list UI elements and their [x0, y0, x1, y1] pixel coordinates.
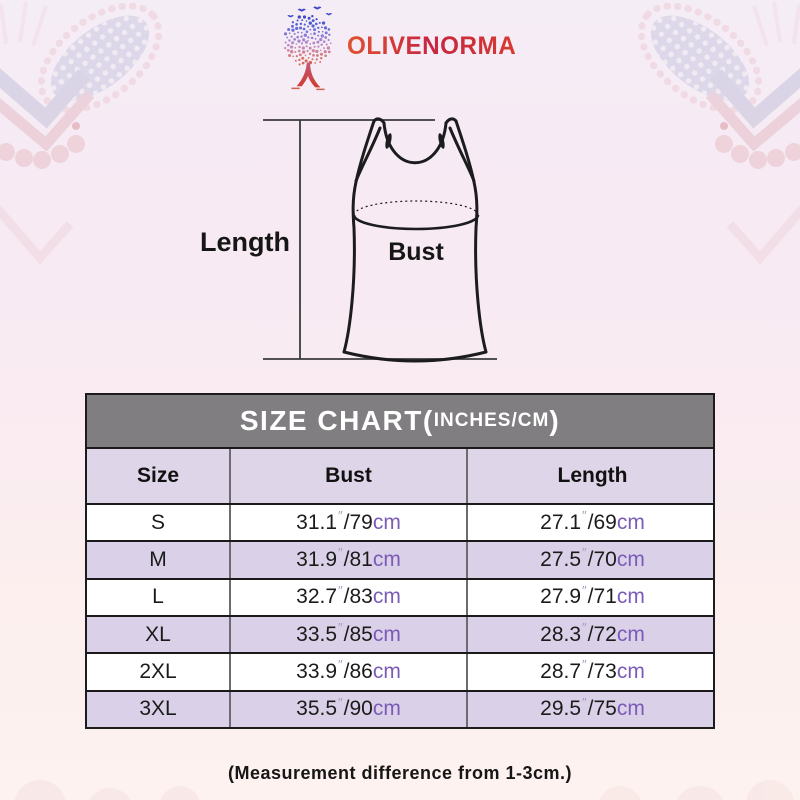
measurement-text: 35.5 — [296, 697, 338, 721]
table-row: L 32.7 ″/83 cm 27.9 ″/71 cm — [87, 577, 713, 615]
measurement-text: cm — [372, 697, 401, 721]
brand-logo: OLIVENORMA — [0, 6, 800, 92]
measurement-text: ″ — [338, 508, 343, 524]
measurement-text: 29.5 — [540, 697, 582, 721]
measurement-text: cm — [616, 622, 645, 646]
measurement-text: /70 — [587, 547, 617, 571]
size-chart-title: SIZE CHART( INCHES/CM ) — [87, 395, 713, 447]
table-row: M 31.9 ″/81 cm 27.5 ″/70 cm — [87, 540, 713, 578]
measurement-text: ″ — [582, 545, 587, 561]
measurement-text: cm — [372, 547, 401, 571]
title-main: SIZE CHART( — [239, 405, 434, 436]
measurement-text: 31.1 — [296, 510, 338, 534]
length-cell: 27.1 ″/69 cm — [468, 505, 717, 540]
measurement-text: /72 — [587, 622, 617, 646]
measurement-note: (Measurement difference from 1-3cm.) — [227, 763, 573, 783]
measurement-text: /81 — [343, 547, 373, 571]
measurement-text: 27.5 — [540, 547, 582, 571]
table-header-row: Size Bust Length — [87, 447, 713, 503]
measurement-text: 27.1 — [540, 510, 582, 534]
length-cell: 27.5 ″/70 cm — [468, 542, 717, 577]
measurement-text: cm — [616, 697, 645, 721]
size-chart-table: SIZE CHART( INCHES/CM ) Size Bust Length… — [85, 393, 715, 729]
bust-cell: 31.9 ″/81 cm — [231, 542, 468, 578]
measurement-text: ″ — [582, 694, 587, 710]
measurement-text: ″ — [582, 582, 587, 598]
length-cell: 29.5 ″/75 cm — [468, 692, 717, 727]
measurement-text: 27.9 — [540, 585, 582, 609]
bust-cell: 33.5 ″/85 cm — [231, 616, 468, 653]
measurement-text: /83 — [343, 585, 373, 609]
size-cell: XL — [87, 616, 231, 653]
measurement-text: cm — [616, 585, 645, 609]
size-cell: 3XL — [87, 691, 231, 727]
bust-cell: 32.7 ″/83 cm — [231, 579, 468, 615]
column-header-bust: Bust — [231, 449, 468, 503]
table-row: 2XL 33.9 ″/86 cm 28.7 ″/73 cm — [87, 652, 713, 690]
measurement-text: cm — [616, 659, 645, 683]
measurement-text: 31.9 — [296, 547, 338, 571]
table-row: S 31.1 ″/79 cm 27.1 ″/69 cm — [87, 503, 713, 541]
measurement-text: ″ — [582, 657, 587, 673]
garment-diagram — [263, 117, 497, 363]
measurement-text: 32.7 — [296, 585, 338, 609]
table-row: XL 33.5 ″/85 cm 28.3 ″/72 cm — [87, 614, 713, 653]
measurement-text: ″ — [582, 620, 587, 636]
size-cell: S — [87, 505, 231, 541]
length-cell: 27.9 ″/71 cm — [468, 580, 717, 615]
measurement-text: cm — [372, 659, 401, 683]
title-unit: INCHES/CM — [433, 410, 550, 431]
measurement-text: cm — [616, 510, 645, 534]
measurement-text: ″ — [338, 620, 343, 636]
measurement-text: /86 — [343, 659, 373, 683]
bust-cell: 33.9 ″/86 cm — [231, 654, 468, 690]
measurement-text: cm — [372, 510, 401, 534]
size-cell: M — [87, 542, 231, 578]
brand-name: OLIVENORMA — [346, 32, 516, 60]
measurement-text: /71 — [587, 585, 617, 609]
measurement-text: /69 — [587, 510, 617, 534]
measurement-text: 28.7 — [540, 659, 582, 683]
measurement-text: cm — [372, 622, 401, 646]
length-measure-label: Length — [200, 227, 290, 257]
bust-measure-label: Bust — [388, 238, 444, 266]
measurement-text: ″ — [338, 657, 343, 673]
length-cell: 28.3 ″/72 cm — [468, 617, 717, 652]
measurement-text: ″ — [582, 508, 587, 524]
measurement-text: cm — [616, 547, 645, 571]
measurement-text: ″ — [338, 582, 343, 598]
column-header-length: Length — [557, 464, 628, 487]
bust-cell: 35.5 ″/90 cm — [231, 691, 468, 727]
measurement-text: /90 — [343, 697, 373, 721]
measurement-text: cm — [372, 585, 401, 609]
measurement-text: ″ — [338, 694, 343, 710]
measurement-text: /85 — [343, 622, 373, 646]
measurement-text: 33.9 — [296, 659, 338, 683]
measurement-text: ″ — [338, 545, 343, 561]
measurement-text: 33.5 — [296, 622, 338, 646]
bust-cell: 31.1 ″/79 cm — [231, 505, 468, 541]
size-cell: L — [87, 579, 231, 615]
table-row: 3XL 35.5 ″/90 cm 29.5 ″/75 cm — [87, 689, 713, 727]
measurement-text: /79 — [343, 510, 373, 534]
measurement-text: /73 — [587, 659, 617, 683]
measurement-text: /75 — [587, 697, 617, 721]
length-cell: 28.7 ″/73 cm — [468, 654, 717, 689]
measurement-text: 28.3 — [540, 622, 582, 646]
tree-logo-icon — [283, 6, 333, 91]
column-header-size: Size — [87, 449, 231, 503]
title-close: ) — [549, 405, 561, 436]
bust-ellipse — [352, 200, 480, 231]
size-cell: 2XL — [87, 654, 231, 690]
